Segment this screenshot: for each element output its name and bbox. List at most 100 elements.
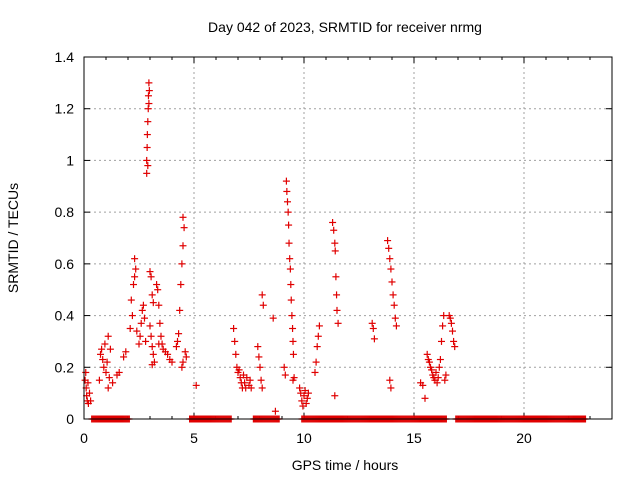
data-point [256, 363, 264, 371]
data-point [241, 379, 249, 387]
data-point [387, 384, 395, 392]
data-point [258, 384, 266, 392]
data-point [141, 314, 148, 322]
data-point [192, 381, 200, 389]
data-point [451, 343, 459, 351]
data-point [284, 208, 292, 216]
x-tick-label: 15 [406, 430, 422, 446]
data-point [146, 322, 154, 330]
data-point [284, 198, 291, 206]
data-point [247, 384, 255, 392]
data-point [86, 389, 93, 397]
data-point [436, 356, 444, 364]
data-point [441, 376, 449, 384]
data-point [386, 255, 394, 263]
data-point [139, 301, 147, 309]
data-point [447, 319, 455, 327]
data-point [106, 345, 114, 353]
data-point [100, 363, 108, 371]
data-point [128, 312, 136, 320]
data-point [255, 353, 263, 361]
data-point [285, 239, 293, 247]
data-point [109, 379, 117, 387]
data-point [254, 343, 262, 351]
data-point [428, 366, 436, 374]
data-point [289, 325, 297, 332]
y-tick-label: 1.2 [55, 101, 75, 117]
data-point [287, 296, 295, 304]
data-point [419, 381, 427, 389]
data-point [175, 330, 183, 338]
data-point [149, 350, 157, 358]
y-axis-label: SRMTID / TECUs [5, 183, 21, 293]
data-point [332, 273, 340, 281]
data-point [148, 343, 156, 351]
data-point [104, 332, 112, 340]
data-point [178, 363, 186, 371]
data-points [81, 79, 589, 423]
data-point [148, 291, 156, 299]
y-tick-label: 0.4 [55, 308, 75, 324]
data-point [155, 301, 163, 309]
data-point [137, 319, 145, 327]
data-point [98, 345, 106, 353]
x-tick-label: 10 [296, 430, 312, 446]
data-point [288, 312, 296, 320]
data-point [438, 337, 445, 345]
data-point [103, 358, 111, 366]
x-axis-label: GPS time / hours [292, 457, 399, 473]
data-point [156, 319, 164, 327]
data-point [102, 368, 110, 376]
data-point [281, 371, 289, 379]
data-point [312, 358, 320, 366]
data-point [127, 296, 135, 304]
data-point [95, 376, 103, 384]
data-point [120, 353, 128, 361]
y-tick-label: 0.8 [55, 204, 75, 220]
y-tick-labels: 0 0.2 0.4 0.6 0.8 1 1.2 1.4 [55, 49, 75, 427]
data-point [164, 350, 172, 358]
data-point [434, 374, 442, 382]
x-tick-labels: 0 5 10 15 20 [80, 430, 532, 446]
data-point [387, 265, 395, 273]
data-point [158, 340, 166, 348]
y-tick-label: 0.6 [55, 256, 75, 272]
data-point [230, 325, 238, 332]
data-point [435, 363, 443, 371]
data-point [144, 92, 152, 100]
data-point [303, 394, 311, 402]
data-point [390, 301, 398, 309]
data-point [145, 87, 153, 95]
data-point [269, 314, 277, 322]
data-point [147, 273, 155, 281]
data-point [138, 306, 146, 314]
data-point [334, 319, 342, 327]
data-point [178, 260, 186, 268]
data-point [157, 332, 165, 340]
data-point [179, 358, 187, 366]
data-point [304, 389, 312, 397]
data-point [314, 332, 322, 340]
data-point [181, 348, 189, 356]
data-point [126, 325, 134, 332]
data-point [285, 221, 293, 229]
data-point [333, 291, 341, 299]
data-point [143, 169, 151, 177]
data-point [423, 350, 431, 358]
data-point [146, 268, 154, 276]
data-point [122, 348, 130, 356]
data-point [145, 79, 153, 87]
x-tick-label: 5 [190, 430, 198, 446]
data-point [148, 361, 156, 369]
data-point [153, 281, 161, 289]
data-point [329, 218, 337, 226]
data-point [142, 337, 150, 345]
x-tick-label: 20 [516, 430, 532, 446]
data-point [315, 322, 323, 330]
data-point [331, 247, 339, 255]
data-point [333, 306, 341, 314]
data-point [389, 291, 397, 299]
data-point [286, 255, 294, 263]
data-point [131, 255, 139, 263]
data-point [182, 353, 190, 361]
